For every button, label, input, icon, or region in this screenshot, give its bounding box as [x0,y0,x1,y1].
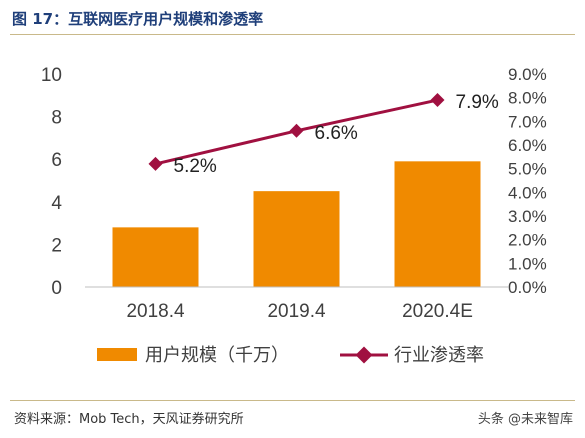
x-tick-label: 2019.4 [267,301,326,322]
right-axis: 0.0% 1.0% 2.0% 3.0% 4.0% 5.0% 6.0% 7.0% 8.0% 9.0% [508,65,547,297]
bottom-divider [10,400,575,401]
x-tick-label: 2020.4E [402,301,473,322]
bar [253,191,340,287]
right-tick-label: 8.0% [508,89,547,108]
right-tick-label: 3.0% [508,207,547,226]
data-label: 6.6% [315,123,358,144]
bar [112,227,199,287]
data-label: 5.2% [174,156,217,177]
left-tick-label: 4 [51,193,62,214]
left-tick-label: 0 [51,278,62,299]
right-tick-label: 7.0% [508,112,547,131]
left-tick-label: 6 [51,150,62,171]
left-axis: 0 2 4 6 8 10 [41,65,63,299]
line-point [430,93,445,108]
right-tick-label: 2.0% [508,231,547,250]
left-tick-label: 2 [51,235,62,256]
legend-line-marker [355,346,373,364]
legend-line-label: 行业渗透率 [394,345,484,365]
source-note: 资料来源：Mob Tech，天风证券研究所 [14,412,244,427]
combo-chart: 0 2 4 6 8 10 0.0% 1.0% 2.0% 3.0% 4.0% 5.0% 6.0% 7.0%… [41,65,547,365]
legend: 用户规模（千万） 行业渗透率 [97,345,484,365]
line-series: 5.2% 6.6% 7.9% [148,92,499,177]
legend-bar-swatch [97,348,137,361]
right-tick-label: 6.0% [508,136,547,155]
top-divider [10,34,575,35]
right-tick-label: 5.0% [508,160,547,179]
legend-bar-label: 用户规模（千万） [145,345,289,365]
line-point [289,123,304,138]
right-tick-label: 0.0% [508,278,547,297]
figure-title: 图 17：互联网医疗用户规模和渗透率 [12,10,264,28]
bar-series [112,161,481,287]
data-label: 7.9% [456,92,499,113]
left-tick-label: 10 [41,65,62,86]
left-tick-label: 8 [51,108,62,129]
right-tick-label: 1.0% [508,254,547,273]
watermark: 头条 @未来智库 [477,412,573,427]
right-tick-label: 9.0% [508,65,547,84]
x-axis-labels: 2018.4 2019.4 2020.4E [126,301,472,322]
right-tick-label: 4.0% [508,183,547,202]
line-point [148,156,163,171]
bar [394,161,481,287]
x-tick-label: 2018.4 [126,301,185,322]
